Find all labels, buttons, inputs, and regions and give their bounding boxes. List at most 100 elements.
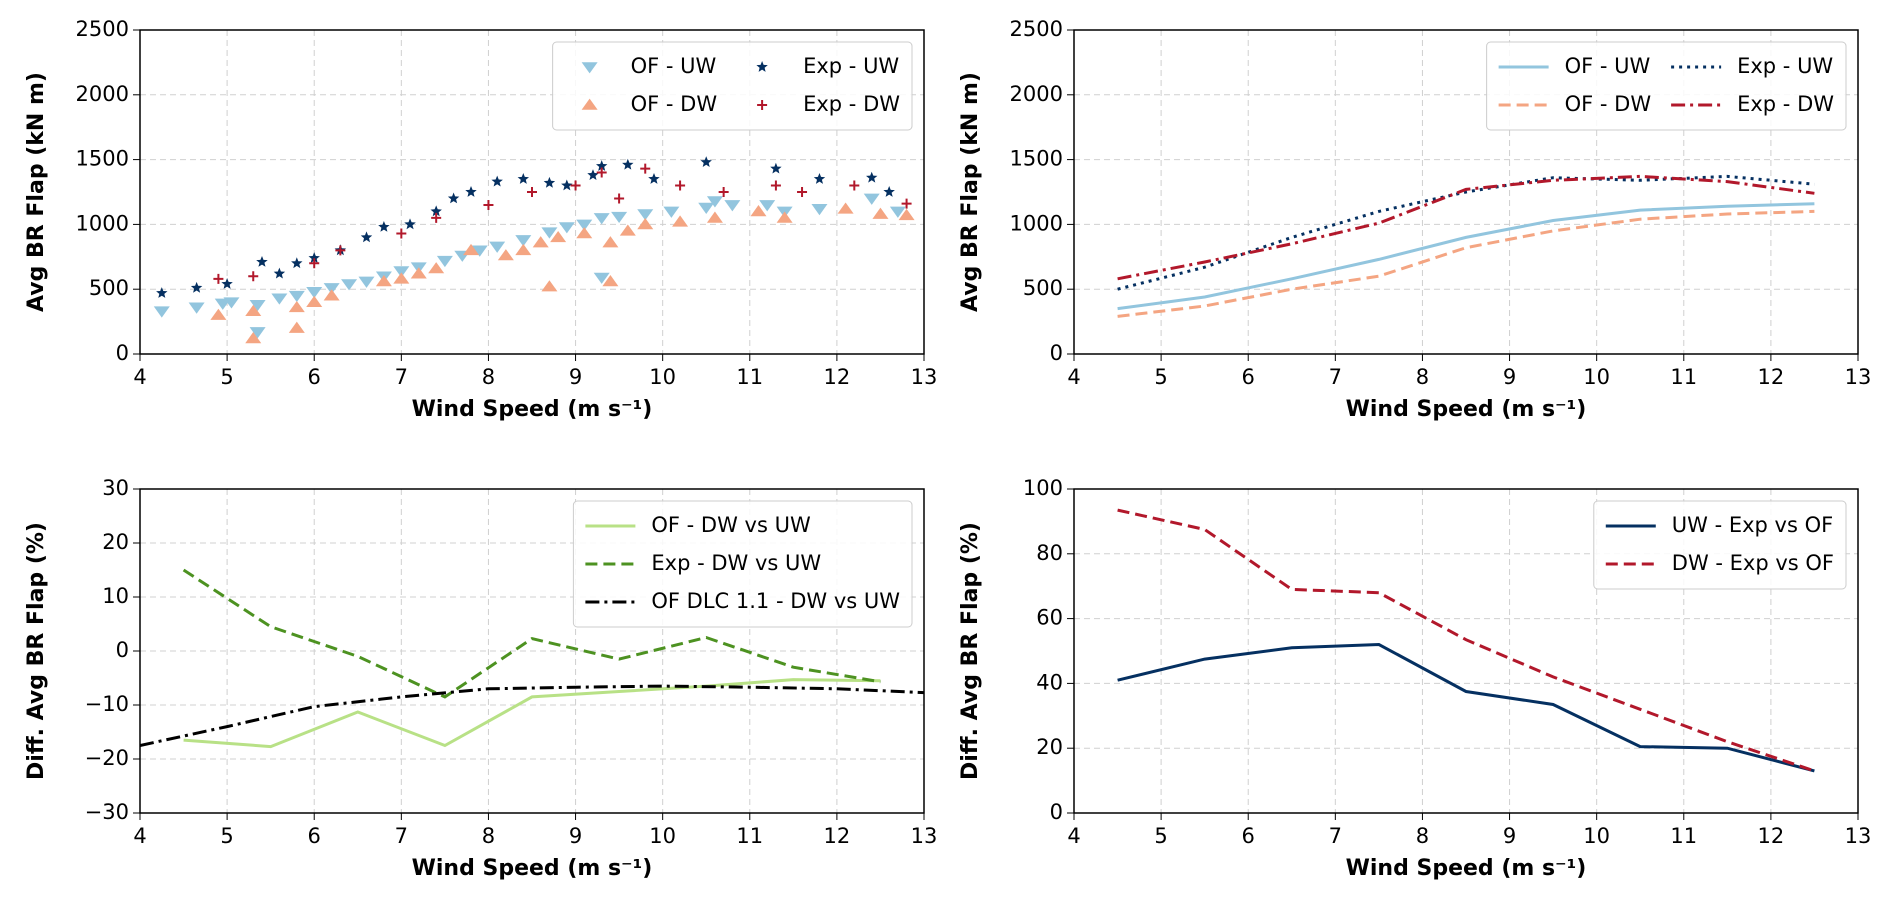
marker: [447, 192, 460, 204]
marker: [515, 243, 532, 256]
x-tick-label: 10: [1583, 824, 1610, 848]
line: [1117, 209, 1815, 318]
marker: [430, 205, 442, 217]
x-tick-label: 7: [395, 365, 408, 389]
marker: [358, 276, 375, 288]
legend-box: [1593, 500, 1847, 590]
marker: [637, 218, 654, 230]
marker: [759, 200, 776, 212]
marker: [323, 289, 340, 301]
y-tick-label: 1500: [76, 147, 129, 171]
legend-label: OF - DW: [1565, 92, 1652, 116]
x-tick-label: 10: [1583, 365, 1610, 389]
y-tick-label: 0: [1050, 800, 1063, 824]
marker: [602, 236, 619, 248]
marker: [596, 160, 608, 171]
x-axis-label: Wind Speed (m s⁻¹): [1346, 856, 1587, 881]
line: [1117, 174, 1815, 291]
marker: [561, 179, 573, 191]
marker: [256, 256, 268, 267]
x-tick-label: 4: [133, 824, 146, 848]
marker: [378, 221, 390, 232]
marker: [541, 280, 558, 292]
x-tick-label: 6: [1242, 365, 1255, 389]
x-tick-label: 7: [1329, 365, 1342, 389]
axes-frame: [1073, 29, 1859, 355]
x-tick-label: 4: [1067, 365, 1080, 389]
marker: [672, 215, 689, 227]
plot-area: [1117, 174, 1815, 318]
x-axis-label: Wind Speed (m s⁻¹): [1346, 397, 1587, 422]
marker: [471, 245, 488, 257]
y-tick-label: 0: [116, 638, 129, 662]
marker: [308, 252, 320, 263]
marker: [813, 173, 826, 184]
x-tick-label: 5: [220, 824, 233, 848]
y-tick-label: 2500: [76, 17, 129, 41]
x-tick-label: 4: [133, 365, 146, 389]
x-tick-label: 8: [1416, 365, 1429, 389]
marker: [706, 196, 723, 208]
marker: [306, 286, 323, 299]
marker: [706, 211, 723, 223]
marker: [393, 272, 410, 284]
marker: [249, 299, 266, 312]
y-tick-label: 10: [102, 584, 129, 608]
y-tick-label: 2000: [1010, 82, 1063, 106]
marker: [698, 202, 715, 214]
line: [1117, 174, 1815, 281]
x-tick-label: 5: [1154, 824, 1167, 848]
legend: OF - UW OF - DW Exp - UW Exp - DW: [1486, 41, 1847, 131]
marker: [776, 211, 793, 223]
marker: [543, 176, 556, 188]
marker: [271, 293, 288, 305]
x-tick-label: 9: [1503, 824, 1516, 848]
legend-label: Exp - DW: [1737, 92, 1834, 116]
marker: [483, 199, 494, 210]
legend-label: DW - Exp vs OF: [1672, 551, 1834, 575]
marker: [465, 186, 477, 197]
marker: [517, 173, 529, 184]
y-tick-label: 0: [116, 341, 129, 365]
panel: 4 5 6 7 8 9 10 11 12 13 0 500 1000 1500 2000 2500 Wind S…: [24, 17, 937, 422]
y-tick-label: 1000: [1010, 211, 1063, 235]
marker: [221, 278, 233, 289]
marker: [404, 218, 416, 230]
y-tick-label: 2000: [76, 82, 129, 106]
plot-area: [153, 156, 915, 344]
legend-box: [552, 41, 913, 131]
y-tick-label: 60: [1036, 606, 1063, 630]
x-tick-label: 7: [395, 824, 408, 848]
line: [1117, 202, 1815, 311]
marker: [396, 228, 407, 239]
line: [1117, 642, 1815, 773]
x-tick-label: 6: [308, 824, 321, 848]
legend: UW - Exp vs OF DW - Exp vs OF: [1593, 500, 1847, 590]
line: [1117, 508, 1815, 773]
marker: [614, 193, 625, 204]
marker: [663, 206, 680, 218]
x-tick-label: 13: [1845, 824, 1872, 848]
marker: [640, 163, 651, 174]
x-tick-label: 9: [569, 365, 582, 389]
y-tick-label: −30: [85, 800, 129, 824]
x-tick-label: 12: [824, 365, 851, 389]
y-tick-label: 2500: [1010, 17, 1063, 41]
marker: [770, 180, 781, 191]
x-tick-label: 11: [1670, 365, 1697, 389]
marker: [223, 297, 240, 309]
legend-marker: [756, 61, 768, 72]
legend-label: OF - DW vs UW: [651, 513, 811, 537]
marker: [527, 187, 537, 197]
marker: [153, 306, 170, 318]
marker: [436, 255, 453, 268]
marker: [811, 204, 828, 216]
marker: [611, 211, 628, 224]
line: [183, 678, 881, 749]
marker: [872, 207, 889, 219]
marker: [245, 304, 262, 317]
marker: [190, 281, 203, 293]
marker: [291, 257, 303, 269]
marker: [323, 283, 340, 295]
marker: [288, 300, 305, 313]
